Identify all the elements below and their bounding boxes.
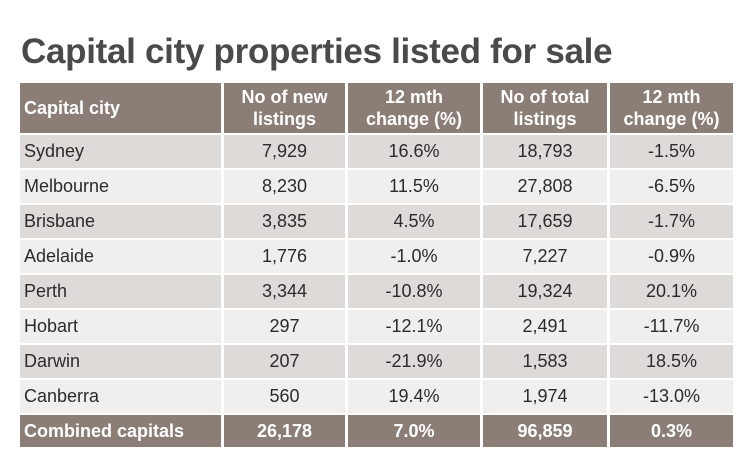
cell-new-change: 19.4%	[345, 380, 480, 415]
cell-total-total-change: 0.3%	[607, 415, 733, 447]
cell-total-change: 18.5%	[607, 345, 733, 380]
cell-total-listings: 1,974	[480, 380, 607, 415]
table-row: Perth 3,344 -10.8% 19,324 20.1%	[20, 275, 733, 310]
cell-new-change: 11.5%	[345, 170, 480, 205]
cell-total-change: -1.5%	[607, 135, 733, 170]
cell-new-change: -12.1%	[345, 310, 480, 345]
cell-city: Darwin	[20, 345, 221, 380]
table-row: Darwin 207 -21.9% 1,583 18.5%	[20, 345, 733, 380]
table-row: Hobart 297 -12.1% 2,491 -11.7%	[20, 310, 733, 345]
cell-total-change: -13.0%	[607, 380, 733, 415]
cell-total-listings: 17,659	[480, 205, 607, 240]
cell-total-change: -11.7%	[607, 310, 733, 345]
header-new-listings: No of new listings	[221, 83, 345, 135]
cell-city: Brisbane	[20, 205, 221, 240]
header-new-listings-line1: No of new	[241, 87, 328, 107]
header-total-change-line2: change (%)	[623, 109, 720, 129]
cell-new-change: -1.0%	[345, 240, 480, 275]
cell-total-change: -1.7%	[607, 205, 733, 240]
cell-total-change: 20.1%	[607, 275, 733, 310]
cell-new-change: 4.5%	[345, 205, 480, 240]
table-header-row: Capital city No of new listings 12 mth c…	[20, 83, 733, 135]
cell-city: Sydney	[20, 135, 221, 170]
cell-total-listings: 7,227	[480, 240, 607, 275]
cell-total-listings: 2,491	[480, 310, 607, 345]
cell-new-listings: 3,835	[221, 205, 345, 240]
cell-total-listings: 1,583	[480, 345, 607, 380]
listings-table: Capital city No of new listings 12 mth c…	[20, 83, 733, 447]
header-total-listings-line2: listings	[513, 109, 577, 129]
cell-new-change: 16.6%	[345, 135, 480, 170]
header-total-listings-line1: No of total	[500, 87, 590, 107]
cell-total-change: -0.9%	[607, 240, 733, 275]
cell-new-change: -21.9%	[345, 345, 480, 380]
cell-total-listings: 27,808	[480, 170, 607, 205]
cell-total-total-listings: 96,859	[480, 415, 607, 447]
table-row: Melbourne 8,230 11.5% 27,808 -6.5%	[20, 170, 733, 205]
cell-city: Melbourne	[20, 170, 221, 205]
cell-new-listings: 3,344	[221, 275, 345, 310]
cell-city: Perth	[20, 275, 221, 310]
cell-new-listings: 297	[221, 310, 345, 345]
cell-total-new-change: 7.0%	[345, 415, 480, 447]
cell-new-listings: 560	[221, 380, 345, 415]
header-new-change-line1: 12 mth	[384, 87, 444, 107]
header-new-change: 12 mth change (%)	[345, 83, 480, 135]
cell-new-listings: 207	[221, 345, 345, 380]
table-total-row: Combined capitals 26,178 7.0% 96,859 0.3…	[20, 415, 733, 447]
cell-total-new-listings: 26,178	[221, 415, 345, 447]
page-title: Capital city properties listed for sale	[21, 32, 613, 71]
header-capital-city-label: Capital city	[24, 98, 121, 118]
cell-new-change: -10.8%	[345, 275, 480, 310]
table-row: Brisbane 3,835 4.5% 17,659 -1.7%	[20, 205, 733, 240]
header-new-listings-line2: listings	[252, 109, 316, 129]
cell-total-listings: 18,793	[480, 135, 607, 170]
cell-city: Canberra	[20, 380, 221, 415]
table-row: Canberra 560 19.4% 1,974 -13.0%	[20, 380, 733, 415]
cell-total-listings: 19,324	[480, 275, 607, 310]
header-total-listings: No of total listings	[480, 83, 607, 135]
cell-new-listings: 1,776	[221, 240, 345, 275]
cell-city: Hobart	[20, 310, 221, 345]
header-new-change-line2: change (%)	[365, 109, 462, 129]
cell-city: Adelaide	[20, 240, 221, 275]
header-capital-city: Capital city	[20, 83, 221, 135]
cell-new-listings: 7,929	[221, 135, 345, 170]
cell-total-change: -6.5%	[607, 170, 733, 205]
cell-total-city: Combined capitals	[20, 415, 221, 447]
header-total-change-line1: 12 mth	[642, 87, 701, 107]
table-row: Adelaide 1,776 -1.0% 7,227 -0.9%	[20, 240, 733, 275]
cell-new-listings: 8,230	[221, 170, 345, 205]
header-total-change: 12 mth change (%)	[607, 83, 733, 135]
table-row: Sydney 7,929 16.6% 18,793 -1.5%	[20, 135, 733, 170]
